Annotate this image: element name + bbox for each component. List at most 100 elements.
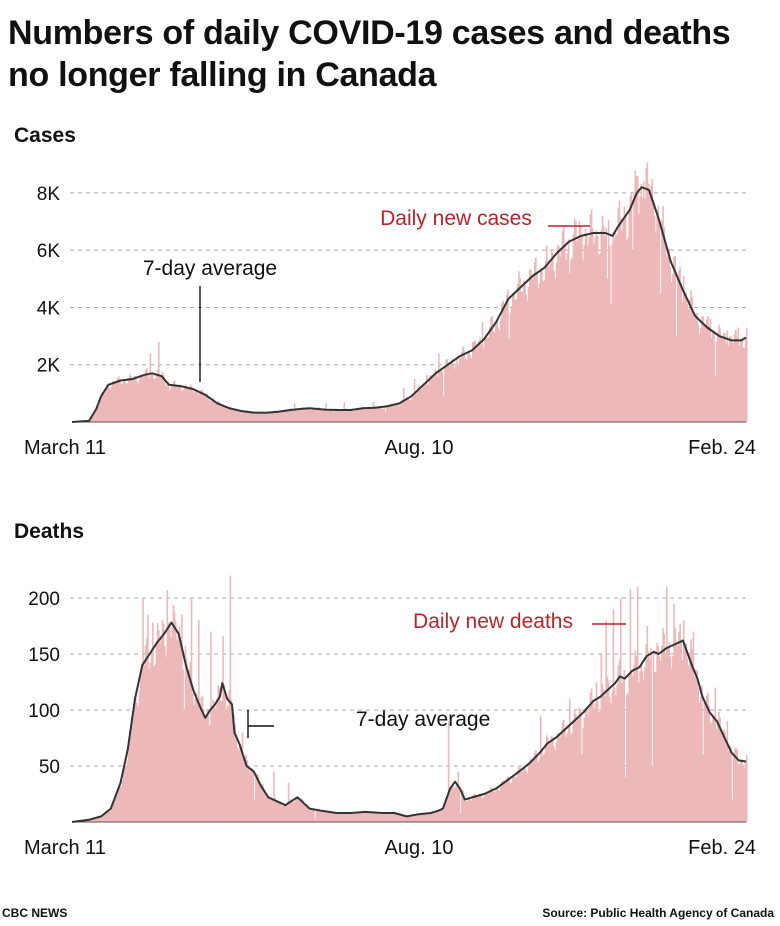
deaths-daily-bar (475, 796, 478, 822)
deaths-daily-bar (230, 699, 233, 822)
deaths-daily-bar (322, 810, 325, 822)
deaths-daily-bar (291, 800, 293, 822)
cases-daily-bar (741, 340, 743, 422)
cases-daily-bar (716, 332, 719, 422)
cases-daily-bar (622, 219, 624, 422)
deaths-daily-bar (361, 811, 364, 822)
cases-daily-bar (423, 383, 426, 422)
deaths-daily-bar (572, 719, 575, 822)
deaths-daily-bar (367, 811, 370, 822)
deaths-daily-bar (333, 811, 336, 822)
deaths-daily-bar (499, 786, 502, 822)
deaths-daily-bar (684, 645, 686, 822)
cases-daily-bar (434, 369, 437, 422)
cases-daily-bar (589, 214, 592, 422)
deaths-daily-bar (468, 798, 470, 822)
cases-daily-annotation: Daily new cases (380, 207, 532, 230)
deaths-x-tick-label: March 11 (24, 837, 106, 859)
cases-daily-bar (667, 249, 669, 422)
cases-daily-bar (649, 195, 651, 422)
deaths-daily-bar (216, 698, 218, 822)
deaths-daily-bar (139, 670, 142, 822)
cases-daily-bar (182, 390, 184, 422)
deaths-daily-bar (193, 704, 195, 822)
deaths-daily-bar (131, 725, 133, 822)
deaths-daily-bar (290, 799, 292, 822)
cases-daily-bar (192, 390, 194, 422)
deaths-daily-bar (719, 717, 721, 822)
deaths-daily-bar (119, 785, 121, 822)
cases-daily-bar (126, 383, 129, 422)
deaths-daily-bar (379, 812, 382, 822)
cases-x-tick-label: Aug. 10 (385, 437, 454, 459)
deaths-daily-bar (121, 780, 124, 822)
deaths-daily-bar (318, 808, 320, 822)
cases-daily-bar (242, 411, 245, 422)
deaths-daily-bar (205, 716, 207, 822)
deaths-daily-bar (356, 811, 359, 822)
cases-daily-bar (253, 413, 256, 422)
deaths-daily-bar (707, 692, 709, 822)
deaths-daily-bar (533, 753, 536, 822)
cases-daily-bar (738, 345, 741, 422)
deaths-daily-bar (368, 812, 371, 822)
deaths-daily-bar (232, 707, 234, 822)
deaths-daily-bar (638, 682, 640, 822)
deaths-daily-bar (647, 651, 650, 822)
deaths-daily-bar (394, 813, 397, 822)
cases-daily-bar (542, 281, 544, 422)
deaths-daily-bar (388, 812, 390, 822)
deaths-daily-bar (308, 808, 310, 822)
cases-daily-bar (90, 418, 92, 422)
cases-daily-bar (656, 212, 658, 422)
cases-daily-bar (621, 230, 623, 422)
cases-daily-bar (573, 218, 576, 422)
deaths-daily-bar (505, 778, 508, 822)
cases-daily-bar (566, 253, 569, 422)
deaths-daily-bar (113, 800, 115, 822)
cases-daily-bar (104, 391, 107, 422)
deaths-daily-bar (613, 687, 616, 822)
deaths-daily-bar (674, 627, 677, 822)
cases-daily-bar (102, 392, 104, 422)
deaths-daily-bar (629, 589, 632, 822)
deaths-daily-bar (196, 701, 199, 822)
cases-daily-bar (453, 368, 456, 422)
deaths-daily-bar (256, 773, 258, 822)
cases-daily-bar (352, 409, 354, 422)
cases-daily-bar (536, 273, 538, 422)
deaths-daily-bar (406, 815, 409, 822)
deaths-daily-bar (145, 638, 148, 822)
deaths-daily-bar (152, 622, 154, 822)
cases-daily-bar (127, 378, 130, 422)
deaths-daily-bar (642, 679, 645, 822)
deaths-daily-bar (553, 746, 555, 822)
cases-daily-bar (137, 383, 140, 422)
deaths-daily-bar (659, 661, 662, 822)
cases-daily-bar (201, 389, 204, 422)
cases-daily-bar (247, 412, 250, 422)
deaths-daily-bar (382, 814, 384, 822)
cases-daily-bar (416, 391, 418, 422)
deaths-daily-bar (135, 693, 137, 822)
deaths-daily-bar (132, 716, 135, 822)
deaths-daily-bar (389, 811, 392, 822)
cases-daily-bar (268, 412, 270, 422)
cases-daily-bar (299, 408, 302, 422)
cases-daily-bar (726, 330, 729, 422)
cases-daily-bar (493, 331, 496, 422)
deaths-daily-bar (587, 714, 589, 822)
cases-daily-bar (208, 400, 211, 422)
deaths-daily-bar (738, 764, 741, 822)
cases-daily-bar (555, 263, 558, 422)
cases-daily-bar (261, 412, 263, 422)
cases-daily-bar (691, 297, 694, 422)
deaths-daily-bar (678, 632, 680, 822)
cases-daily-bar (712, 331, 714, 422)
cases-daily-bar (400, 401, 403, 422)
cases-daily-bar (262, 411, 264, 422)
deaths-daily-bar (668, 642, 670, 822)
cases-daily-bar (176, 387, 178, 422)
cases-daily-bar (480, 344, 483, 422)
deaths-daily-bar (235, 734, 238, 822)
